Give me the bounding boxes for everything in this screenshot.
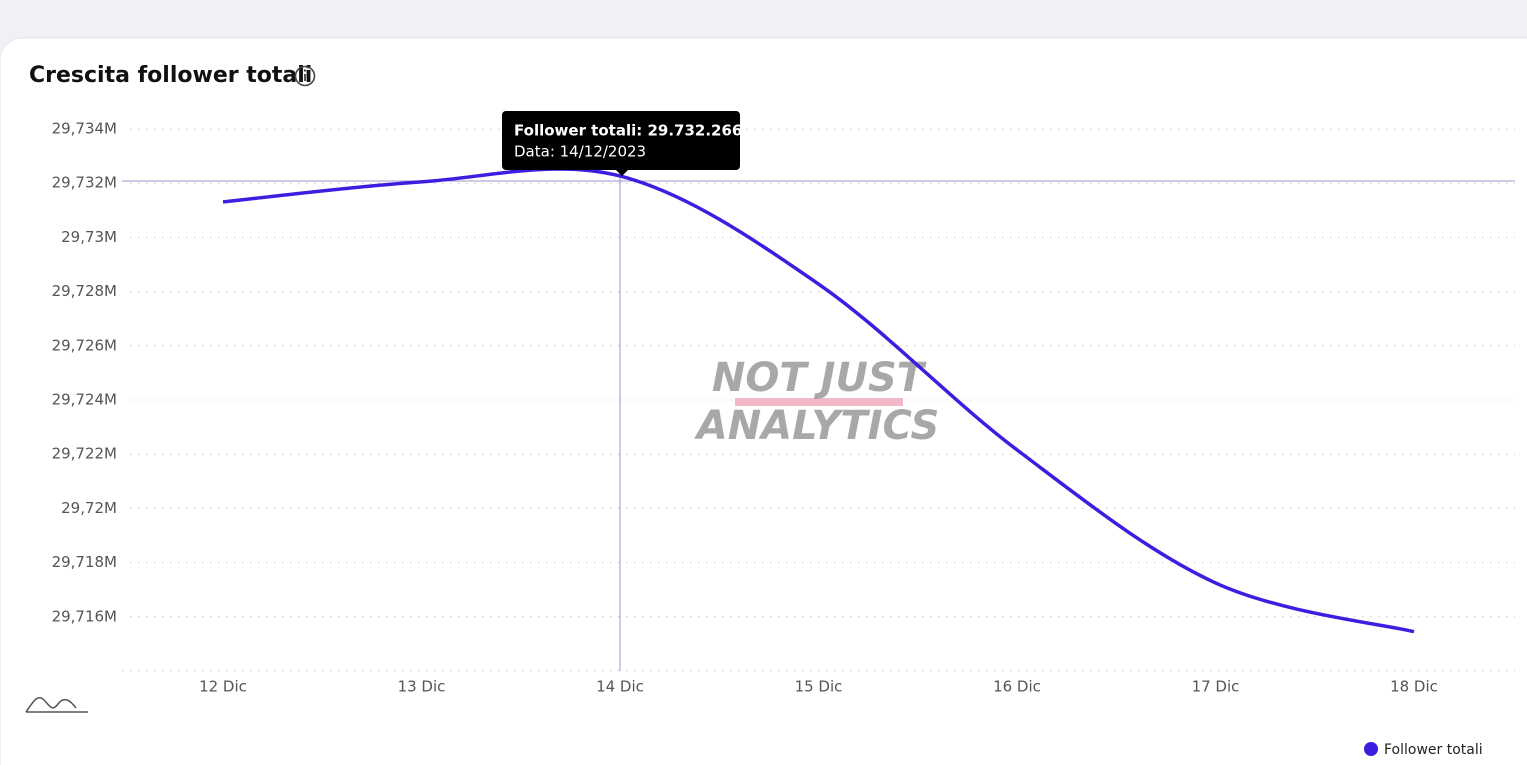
tooltip-date: Data: 14/12/2023 bbox=[514, 143, 646, 161]
watermark-text: NOT JUST bbox=[712, 355, 927, 401]
y-tick-label: 29,718M bbox=[52, 553, 117, 571]
x-tick-label: 14 Dic bbox=[596, 678, 644, 696]
tooltip: Follower totali: 29.732.266 Data: 14/12/2… bbox=[502, 111, 742, 176]
chart-logo bbox=[25, 696, 88, 713]
tooltip-box bbox=[502, 111, 740, 176]
x-tick-label: 13 Dic bbox=[398, 678, 446, 696]
x-tick-label: 18 Dic bbox=[1390, 678, 1438, 696]
line-series bbox=[222, 167, 1415, 634]
x-tick-label: 15 Dic bbox=[795, 678, 843, 696]
watermark-text: ANALYTICS bbox=[694, 403, 940, 449]
legend-label: Follower totali bbox=[1384, 742, 1483, 758]
watermark-band bbox=[735, 398, 903, 406]
info-icon[interactable] bbox=[294, 65, 316, 87]
y-tick-label: 29,728M bbox=[52, 282, 117, 300]
legend-marker bbox=[1364, 742, 1378, 756]
x-tick-label: 16 Dic bbox=[993, 678, 1041, 696]
tooltip-label: Follower totali: 29.732.266 bbox=[514, 122, 742, 140]
y-tick-label: 29,732M bbox=[52, 174, 117, 192]
y-tick-label: 29,722M bbox=[52, 445, 117, 463]
y-tick-label: 29,72M bbox=[61, 499, 117, 517]
y-tick-label: 29,716M bbox=[52, 607, 117, 625]
chart-title: Crescita follower totali bbox=[29, 63, 312, 88]
y-tick-label: 29,726M bbox=[52, 336, 117, 354]
y-tick-label: 29,734M bbox=[52, 120, 117, 138]
x-tick-label: 12 Dic bbox=[199, 678, 247, 696]
y-tick-label: 29,73M bbox=[61, 228, 117, 246]
y-tick-label: 29,724M bbox=[52, 391, 117, 409]
x-tick-label: 17 Dic bbox=[1192, 678, 1240, 696]
